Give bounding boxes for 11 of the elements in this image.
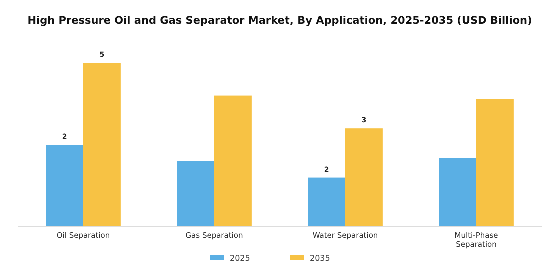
legend-label: 2025 [230,254,250,263]
bar [346,128,383,227]
bar [177,161,214,227]
bar [46,145,84,227]
bar [439,158,476,227]
chart-title: High Pressure Oil and Gas Separator Market, By Application, 2025-2035 (USD Billion) [28,15,532,27]
legend-label: 2035 [310,254,330,263]
bar [308,178,346,227]
bar [84,63,121,227]
bar [476,99,514,227]
bar [214,96,252,227]
